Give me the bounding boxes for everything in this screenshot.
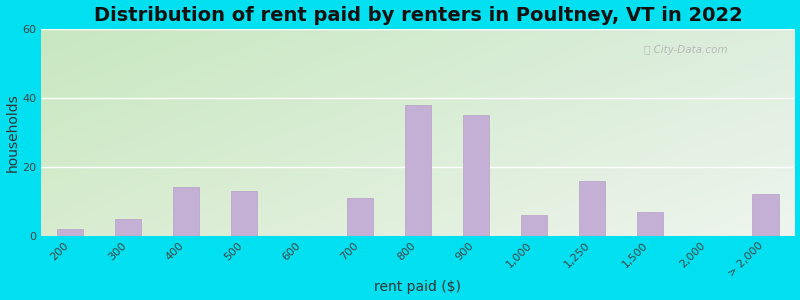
Bar: [173, 188, 199, 236]
Bar: [347, 198, 373, 236]
Bar: [753, 194, 778, 236]
Bar: [58, 229, 83, 236]
Title: Distribution of rent paid by renters in Poultney, VT in 2022: Distribution of rent paid by renters in …: [94, 6, 742, 25]
Bar: [637, 212, 662, 236]
Bar: [115, 218, 142, 236]
Text: Ⓢ City-Data.com: Ⓢ City-Data.com: [644, 45, 727, 56]
Bar: [578, 181, 605, 236]
Bar: [521, 215, 546, 236]
Bar: [405, 105, 431, 236]
Bar: [231, 191, 257, 236]
Y-axis label: households: households: [6, 93, 19, 172]
Bar: [462, 115, 489, 236]
X-axis label: rent paid ($): rent paid ($): [374, 280, 462, 294]
